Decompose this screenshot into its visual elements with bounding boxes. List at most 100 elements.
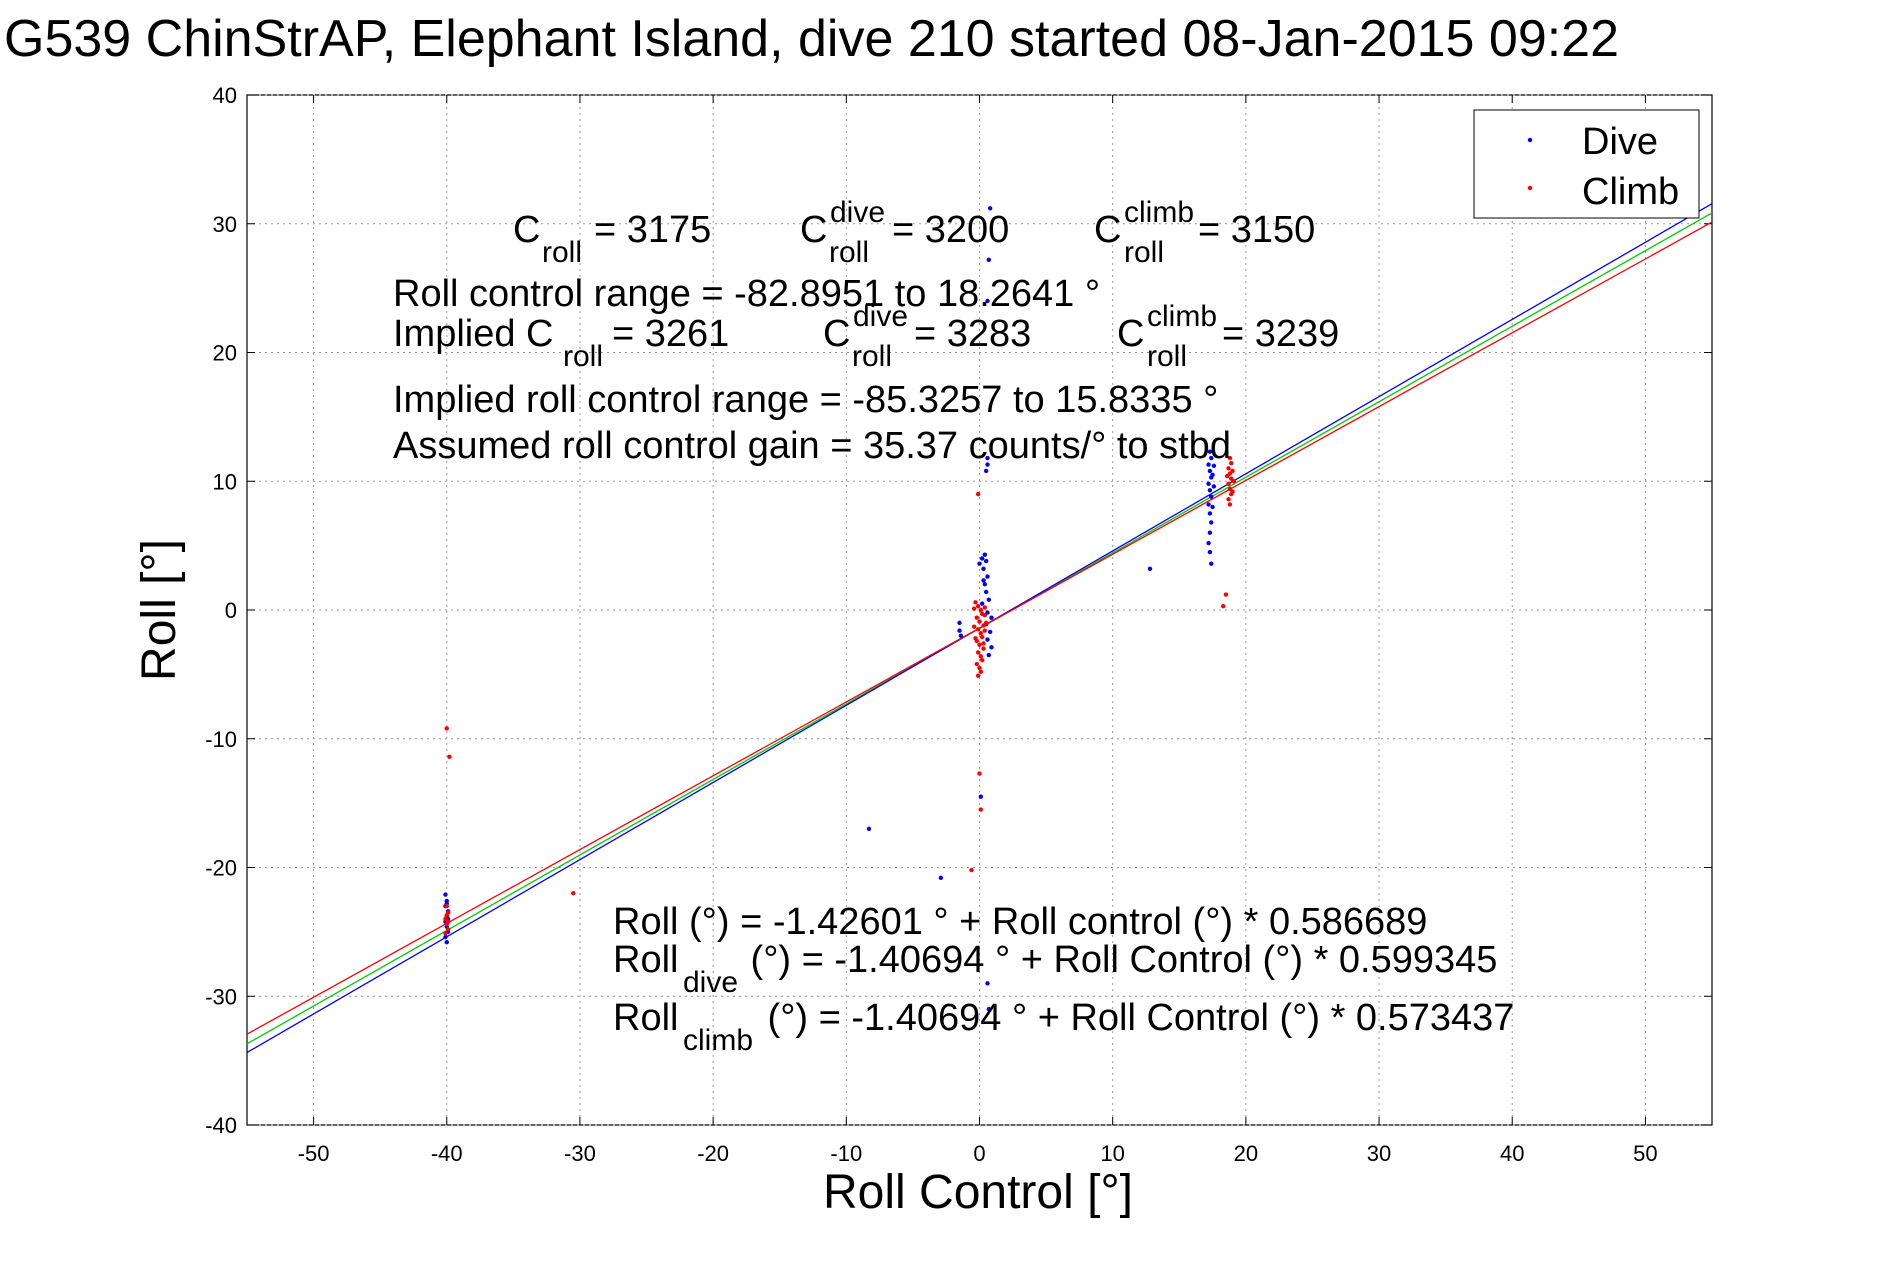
climb-point: [973, 600, 978, 605]
implied-c-climb-subscript: roll: [1147, 340, 1187, 373]
climb-point: [971, 624, 977, 629]
plot-area: -50 -40 -30 -20 -10 0 10 20 30 40 50 -40 -30 -20 -10 0…: [205, 83, 1713, 1166]
c-roll-value: 3175: [627, 209, 712, 251]
climb-point: [447, 754, 452, 759]
dive-point: [957, 620, 962, 626]
c-climb-superscript: climb: [1124, 196, 1194, 229]
climb-point: [978, 607, 984, 613]
c-climb-symbol: C: [1094, 209, 1121, 251]
y-tick-label: -20: [205, 856, 237, 881]
dive-point: [979, 601, 985, 606]
y-tick-label: 40: [213, 83, 237, 108]
climb-point: [1226, 466, 1231, 471]
c-dive-superscript: dive: [830, 196, 885, 229]
dive-point: [1206, 481, 1211, 487]
dive-point: [1207, 511, 1213, 516]
climb-point: [977, 642, 982, 647]
dive-point: [985, 981, 990, 986]
legend-dive-marker: [1527, 137, 1533, 143]
climb-point: [1225, 473, 1230, 479]
x-axis-ticks: -50 -40 -30 -20 -10 0 10 20 30 40 50: [298, 95, 1658, 1166]
implied-c-climb-superscript: climb: [1147, 300, 1217, 333]
c-dive-equals: =: [892, 209, 925, 251]
dive-point: [1207, 549, 1213, 555]
climb-point: [978, 807, 984, 812]
implied-c-dive-value: 3283: [947, 313, 1032, 355]
data-points: [443, 206, 1237, 1012]
implied-c-roll-subscript: roll: [563, 340, 603, 373]
c-dive-subscript: roll: [829, 236, 869, 269]
svg-text:= 3200: = 3200: [892, 209, 1009, 251]
climb-point: [969, 867, 974, 873]
climb-point: [979, 634, 985, 640]
equation-all: Roll (°) = -1.42601 ° + Roll control (°)…: [613, 901, 1427, 943]
equation-climb: Roll climb (°) = -1.40694 ° + Roll Contr…: [613, 997, 1514, 1057]
dive-point: [958, 633, 964, 638]
svg-text:C: C: [513, 209, 540, 251]
svg-text:= 3175: = 3175: [594, 209, 711, 251]
y-tick-label: 10: [213, 469, 237, 494]
c-climb-subscript: roll: [1124, 236, 1164, 269]
climb-point: [975, 650, 981, 655]
dive-point: [1209, 561, 1214, 566]
climb-point: [444, 912, 449, 918]
dive-point: [1207, 449, 1213, 454]
dive-point: [1209, 455, 1214, 461]
dive-point: [986, 597, 992, 602]
y-tick-label: 20: [213, 341, 237, 366]
dive-point: [1210, 472, 1215, 478]
dive-point: [978, 794, 984, 799]
x-tick-label: 20: [1234, 1141, 1258, 1166]
dive-point: [985, 637, 990, 642]
climb-point: [978, 630, 984, 636]
equation-dive: Roll dive (°) = -1.40694 ° + Roll Contro…: [613, 939, 1497, 999]
c-climb-value: 3150: [1231, 209, 1316, 251]
dive-point: [983, 558, 989, 564]
x-tick-label: -40: [431, 1141, 463, 1166]
x-tick-label: -30: [564, 1141, 596, 1166]
equation-climb-roll: Roll: [613, 997, 678, 1039]
implied-c-climb-equals: =: [1222, 313, 1255, 355]
equation-climb-rest: (°) = -1.40694 ° + Roll Control (°) * 0.…: [757, 997, 1514, 1039]
equation-climb-subscript: climb: [683, 1024, 753, 1057]
climb-point: [979, 658, 985, 663]
equation-dive-roll: Roll: [613, 939, 678, 981]
climb-point: [977, 665, 982, 671]
implied-c-roll-value: 3261: [645, 313, 730, 355]
x-tick-label: -50: [298, 1141, 330, 1166]
climb-point: [1231, 479, 1237, 484]
x-tick-label: -10: [830, 1141, 862, 1166]
dive-point: [1206, 540, 1211, 546]
climb-point: [1230, 489, 1235, 494]
x-tick-label: 50: [1633, 1141, 1657, 1166]
dive-point: [1207, 488, 1213, 493]
implied-roll-control-range-text: Implied roll control range = -85.3257 to…: [393, 379, 1218, 421]
c-symbol: C: [513, 209, 540, 251]
y-tick-label: -40: [205, 1113, 237, 1138]
legend-dive-label: Dive: [1582, 121, 1658, 163]
c-roll-equals: =: [594, 209, 627, 251]
climb-point: [1227, 455, 1233, 461]
dive-point: [987, 629, 993, 635]
dive-point: [1210, 504, 1215, 510]
climb-point: [973, 636, 978, 641]
implied-c-climb-symbol: C: [1117, 313, 1144, 355]
climb-point: [978, 669, 984, 674]
svg-text:C: C: [800, 209, 827, 251]
dive-point: [866, 826, 872, 832]
dive-point: [985, 298, 990, 304]
c-roll-subscript: roll: [542, 236, 582, 269]
x-tick-label: 30: [1367, 1141, 1391, 1166]
y-tick-label: 0: [225, 598, 237, 623]
implied-c-roll-equals: =: [612, 313, 645, 355]
x-tick-label: -20: [697, 1141, 729, 1166]
implied-c-dive-equals: =: [914, 313, 947, 355]
climb-point: [981, 646, 986, 651]
y-tick-label: -10: [205, 727, 237, 752]
dive-point: [1207, 468, 1213, 474]
chart-title: G539 ChinStrAP, Elephant Island, dive 21…: [4, 10, 1619, 68]
svg-text:C: C: [823, 313, 850, 355]
c-dive-symbol: C: [800, 209, 827, 251]
dive-point: [985, 462, 990, 467]
svg-text:= 3150: = 3150: [1198, 209, 1315, 251]
